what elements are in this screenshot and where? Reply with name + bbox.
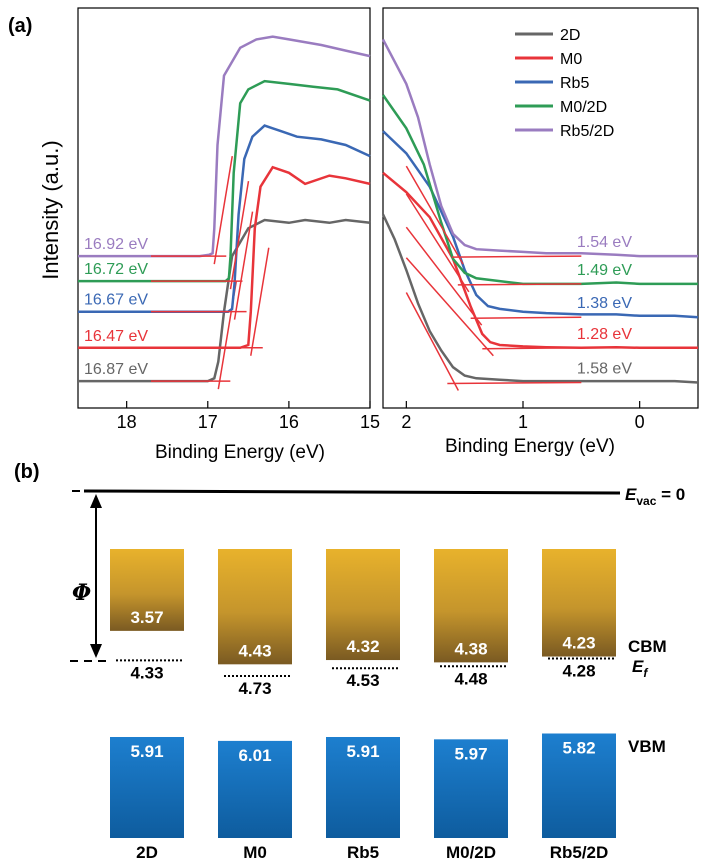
legend-label-rb5: Rb5: [560, 75, 589, 92]
cbm-bar-m0-2d: [434, 549, 508, 663]
panel-b-label: (b): [14, 461, 40, 483]
sample-label-rb5-2d: Rb5/2D: [550, 843, 609, 862]
vbm-bar-2d: [110, 737, 184, 838]
right-fit-edge-rb5-2d: [405, 165, 464, 265]
left-plot-frame: [77, 7, 371, 409]
vbm-bar-m0-2d: [434, 739, 508, 838]
cbm-value-rb5-2d: 4.23: [562, 634, 595, 653]
right-plot-frame: [382, 7, 699, 409]
vbm-value-rb5-2d: 5.82: [562, 738, 595, 757]
phi-arrow-down-head: [90, 644, 102, 658]
right-fit-edge-m0: [405, 257, 494, 357]
ef-value-2d: 4.33: [130, 663, 163, 682]
cbm-bar-m0: [218, 549, 292, 665]
vacuum-level-line: [83, 489, 621, 495]
right-line-rb5: [382, 130, 699, 319]
left-cutoff-label-rb5-2d: 16.92 eV: [84, 236, 148, 253]
left-fit-edge-m0: [250, 247, 270, 356]
right-vbm-label-2d: 1.58 eV: [577, 361, 632, 378]
legend-label-m0-2d: M0/2D: [560, 99, 607, 116]
right-fit-base-rb5-2d: [451, 255, 582, 258]
cbm-bar-2d: [110, 549, 184, 631]
left-fit-edge-m0-2d: [229, 180, 250, 290]
legend-label-rb5-2d: Rb5/2D: [560, 123, 614, 140]
sample-label-m0: M0: [243, 843, 267, 862]
ef-value-rb5-2d: 4.28: [562, 661, 595, 680]
right-line-m0-2d: [381, 94, 698, 286]
cbm-value-2d: 3.57: [130, 608, 163, 627]
vbm-bar-rb5-2d: [542, 733, 616, 838]
right-fit-edge-m0-2d: [405, 193, 470, 293]
right-tick-label-0: 0: [635, 412, 645, 432]
left-x-ticks: 18 17 16 15: [117, 401, 380, 432]
left-tick-label-17: 17: [198, 412, 218, 432]
vacuum-level-label: Evac = 0: [625, 485, 685, 508]
energy-level-diagram: Evac = 0 Φ 3.57 4.33 5.91 2D 4.43 4.73 6.01 M0 4…: [70, 485, 685, 862]
right-fit-base-m0-2d: [457, 283, 582, 286]
right-vbm-label-rb5-2d: 1.54 eV: [577, 234, 632, 251]
right-vbm-label-m0: 1.28 eV: [577, 326, 632, 343]
panel-a-label: (a): [8, 15, 32, 37]
y-axis-label: Intensity (a.u.): [38, 140, 63, 279]
sample-label-2d: 2D: [136, 843, 158, 862]
vbm-value-m0-2d: 5.97: [454, 744, 487, 763]
phi-arrow-up-head: [90, 494, 102, 508]
right-fit-base-m0: [482, 347, 582, 350]
cbm-value-m0: 4.43: [238, 641, 271, 660]
left-tick-label-16: 16: [279, 412, 299, 432]
left-series-group: 16.87 eV 16.47 eV 16.67 eV 16.72 eV 16.92 eV: [78, 35, 371, 390]
left-cutoff-label-m0-2d: 16.72 eV: [84, 261, 148, 278]
cbm-bar-rb5-2d: [542, 549, 616, 657]
sample-label-m0-2d: M0/2D: [446, 843, 496, 862]
right-tick-label-2: 2: [401, 412, 411, 432]
ef-value-m0-2d: 4.48: [454, 669, 487, 688]
legend: 2D M0 Rb5 M0/2D Rb5/2D: [515, 27, 614, 140]
right-fit-edge-2d: [405, 292, 459, 391]
right-x-ticks: 2 1 0: [401, 401, 645, 432]
ef-value-m0: 4.73: [238, 679, 271, 698]
vbm-value-m0: 6.01: [238, 746, 271, 765]
ef-label: Ef: [632, 657, 648, 680]
vbm-bar-m0: [218, 740, 292, 838]
sample-label-rb5: Rb5: [347, 843, 379, 862]
left-cutoff-label-m0: 16.47 eV: [84, 328, 148, 345]
right-fit-base-2d: [447, 381, 582, 385]
left-fit-edge-rb5: [233, 211, 254, 320]
legend-label-2d: 2D: [560, 27, 580, 44]
legend-label-m0: M0: [560, 51, 582, 68]
left-fit-edge-rb5-2d: [213, 155, 234, 265]
vbm-value-2d: 5.91: [130, 742, 163, 761]
left-cutoff-label-2d: 16.87 eV: [84, 361, 148, 378]
right-line-2d: [381, 213, 699, 384]
cbm-label: CBM: [628, 637, 667, 656]
cbm-value-m0-2d: 4.38: [454, 639, 487, 658]
phi-label: Φ: [72, 580, 91, 606]
vbm-bar-rb5: [326, 737, 400, 838]
ef-value-rb5: 4.53: [346, 671, 379, 690]
left-x-axis-label: Binding Energy (eV): [155, 442, 325, 463]
right-tick-label-1: 1: [518, 412, 528, 432]
right-fit-base-rb5: [470, 316, 582, 319]
right-vbm-label-rb5: 1.38 eV: [577, 295, 632, 312]
left-tick-label-15: 15: [360, 412, 380, 432]
right-fit-edge-rb5: [405, 226, 483, 326]
vbm-label: VBM: [628, 737, 666, 756]
right-vbm-label-m0-2d: 1.49 eV: [577, 262, 632, 279]
left-cutoff-label-rb5: 16.67 eV: [84, 292, 148, 309]
vbm-value-rb5: 5.91: [346, 742, 379, 761]
cbm-value-rb5: 4.32: [346, 637, 379, 656]
right-line-rb5-2d: [381, 38, 698, 258]
left-line-rb5: [78, 124, 371, 313]
left-tick-label-18: 18: [117, 412, 137, 432]
right-series-group: 1.58 eV 1.28 eV 1.38 eV 1.49 eV 1.54 eV: [381, 38, 699, 391]
bars-group: 3.57 4.33 5.91 2D 4.43 4.73 6.01 M0 4.32 4.53 5.91…: [110, 549, 616, 862]
right-line-m0: [382, 171, 698, 350]
right-x-axis-label: Binding Energy (eV): [445, 436, 615, 457]
cbm-bar-rb5: [326, 549, 400, 661]
